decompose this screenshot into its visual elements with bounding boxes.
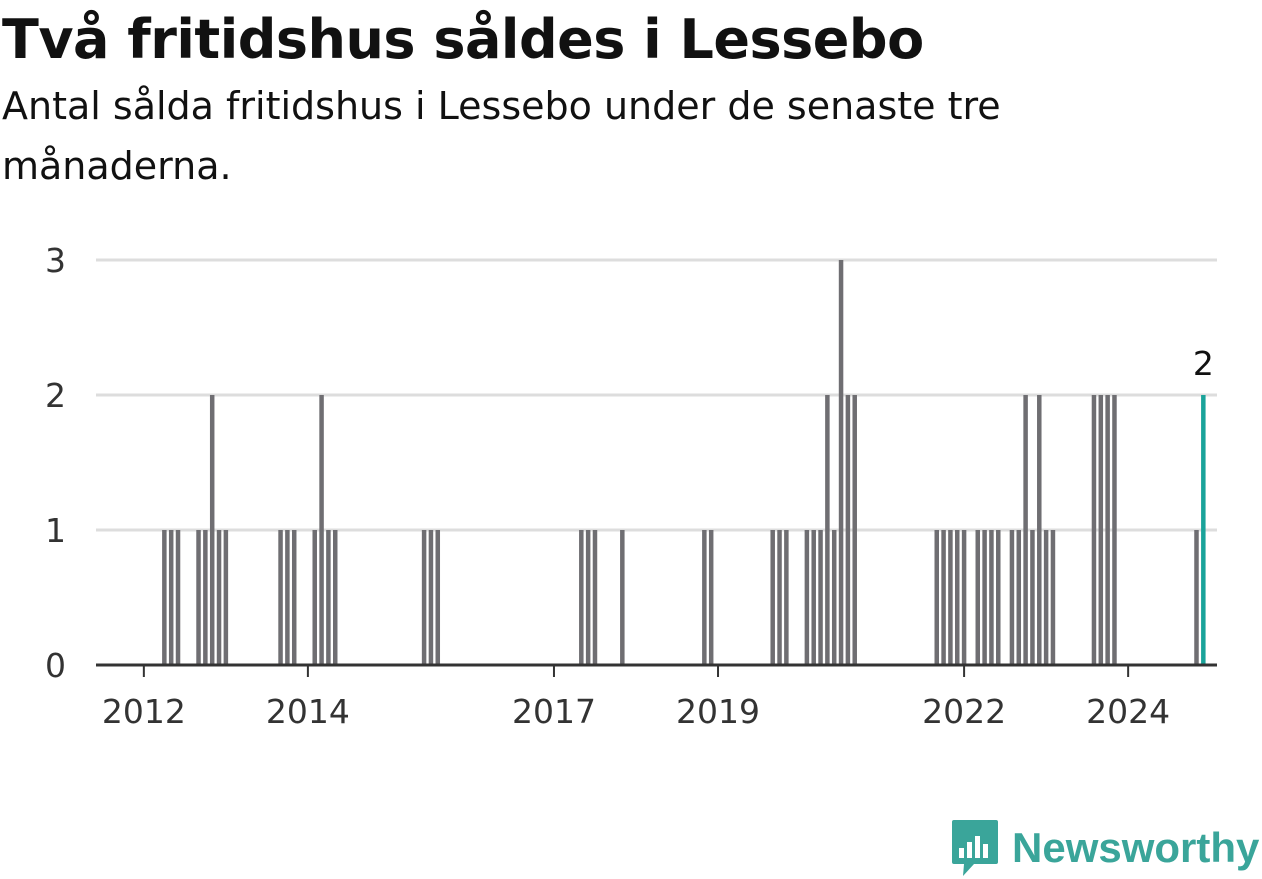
highlight-value-label: 2 xyxy=(1193,344,1214,383)
bar xyxy=(592,530,598,665)
bar xyxy=(428,530,434,665)
bar xyxy=(319,395,324,665)
highlight-bar xyxy=(1201,395,1206,665)
bar xyxy=(975,530,981,665)
bar xyxy=(989,530,994,665)
bar xyxy=(209,395,215,665)
bar-chart-speech-bubble-icon xyxy=(952,820,998,876)
bar xyxy=(1050,530,1056,665)
bar xyxy=(1030,530,1035,665)
y-tick-label: 3 xyxy=(45,241,66,280)
bar xyxy=(770,530,775,665)
bar xyxy=(934,530,939,665)
bar xyxy=(326,530,331,665)
bar xyxy=(278,530,283,665)
bar xyxy=(216,530,222,665)
bar xyxy=(332,530,338,665)
y-tick-label: 0 xyxy=(45,646,66,685)
bar xyxy=(196,530,201,665)
bar xyxy=(1098,395,1104,665)
bar xyxy=(825,395,830,665)
bar xyxy=(435,530,441,665)
bar xyxy=(168,530,174,665)
x-tick-label: 2014 xyxy=(266,692,350,731)
chart-title: Två fritidshus såldes i Lessebo xyxy=(2,8,924,71)
y-tick-label: 2 xyxy=(45,376,66,415)
bar xyxy=(162,530,167,665)
bar xyxy=(708,530,714,665)
bar xyxy=(982,530,987,665)
bar xyxy=(1016,530,1022,665)
x-tick-label: 2022 xyxy=(922,692,1006,731)
bar xyxy=(804,530,810,665)
bar xyxy=(620,530,625,665)
x-tick-label: 2024 xyxy=(1086,692,1170,731)
bar xyxy=(996,530,1001,665)
bar xyxy=(831,530,837,665)
bar xyxy=(291,530,297,665)
bar xyxy=(175,530,181,665)
brand-name: Newsworthy xyxy=(1012,824,1260,871)
axes: 0 1 2 3 2 2012 2014 2017 2019 2022 2024 xyxy=(45,241,1217,731)
bar xyxy=(1194,530,1199,665)
y-tick-label: 1 xyxy=(45,511,66,550)
bar xyxy=(1037,395,1042,665)
bar xyxy=(1043,530,1049,665)
bar-chart: 0 1 2 3 2 2012 2014 2017 2019 2022 2024 xyxy=(45,241,1217,731)
bar xyxy=(784,530,789,665)
bar xyxy=(312,530,317,665)
bar xyxy=(1023,395,1028,665)
x-tick-label: 2017 xyxy=(512,692,596,731)
bar xyxy=(941,530,946,665)
bar-series xyxy=(162,260,1206,665)
bar xyxy=(777,530,782,665)
bar xyxy=(811,530,816,665)
bar xyxy=(285,530,290,665)
bar xyxy=(702,530,707,665)
bar xyxy=(1112,395,1117,665)
chart-subtitle: Antal sålda fritidshus i Lessebo under d… xyxy=(2,84,1001,188)
bar xyxy=(223,530,229,665)
bar xyxy=(421,530,427,665)
bar xyxy=(579,530,584,665)
bar xyxy=(852,395,857,665)
bar xyxy=(948,530,953,665)
bar xyxy=(838,260,844,665)
bar xyxy=(585,530,591,665)
bar xyxy=(818,530,823,665)
bar xyxy=(955,530,960,665)
x-tick-label: 2019 xyxy=(676,692,760,731)
bar xyxy=(203,530,208,665)
bar xyxy=(1105,395,1110,665)
newsworthy-logo: Newsworthy xyxy=(950,818,1259,878)
bar xyxy=(1009,530,1015,665)
x-tick-label: 2012 xyxy=(102,692,186,731)
bar xyxy=(845,395,851,665)
gridlines xyxy=(96,258,1217,532)
bar xyxy=(1091,395,1097,665)
bar xyxy=(961,530,967,665)
